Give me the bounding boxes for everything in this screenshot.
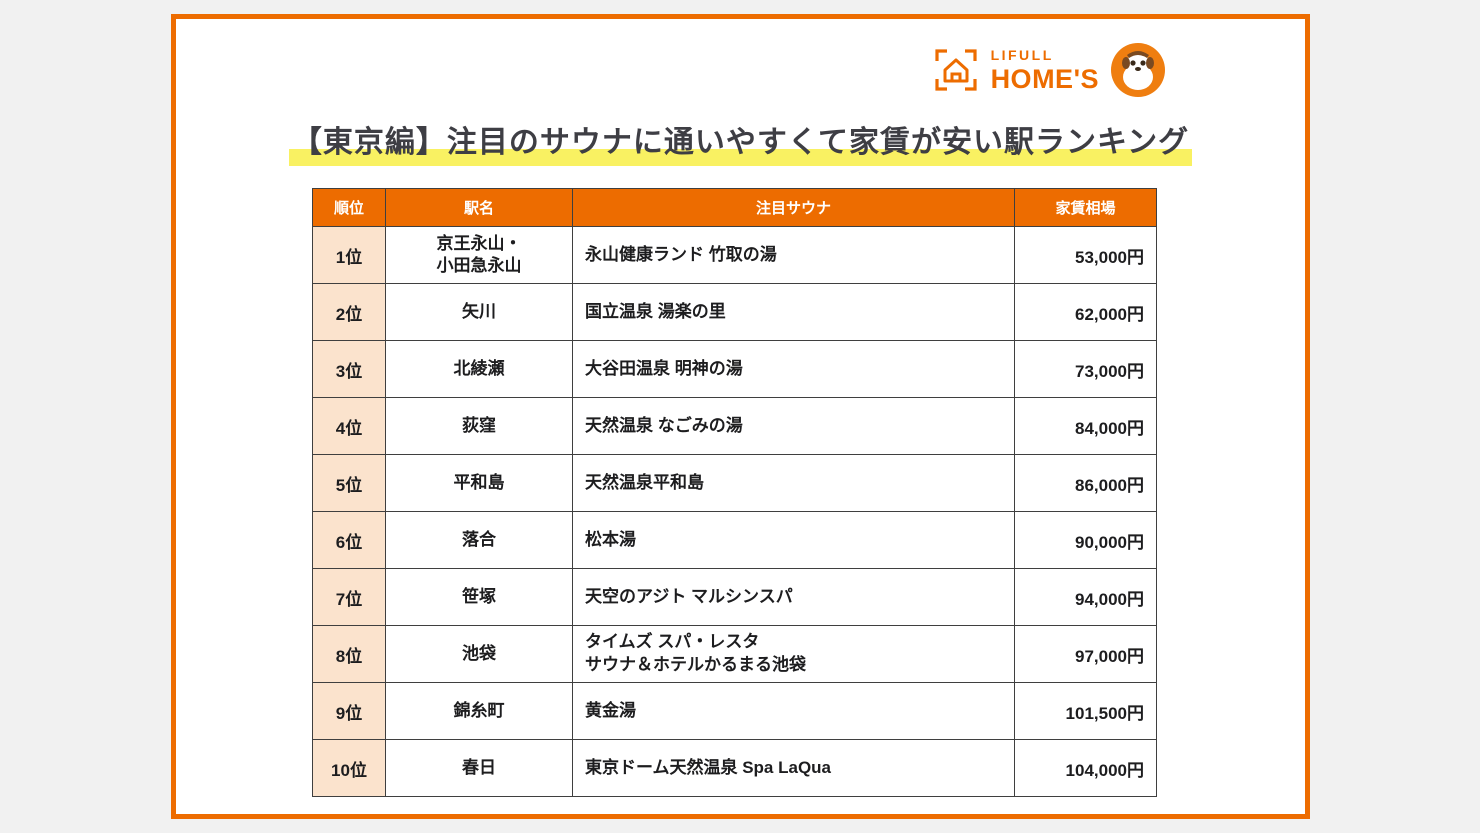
sauna-cell: 国立温泉 湯楽の里: [572, 283, 1015, 341]
rent-cell: 94,000円: [1014, 568, 1157, 626]
rank-cell: 1位: [312, 226, 386, 284]
header-station: 駅名: [385, 188, 573, 227]
infographic-card: LIFULL HOME'S 【東京編】注目のサウナに通いやすくて家賃が安い駅ラン…: [171, 14, 1310, 819]
rank-cell: 7位: [312, 568, 386, 626]
rank-cell: 6位: [312, 511, 386, 569]
rent-cell: 86,000円: [1014, 454, 1157, 512]
lifull-homes-logo: LIFULL HOME'S: [933, 43, 1165, 97]
table-row: 1位 京王永山・ 小田急永山 永山健康ランド 竹取の湯 53,000円: [312, 226, 1157, 284]
table-row: 4位 荻窪 天然温泉 なごみの湯 84,000円: [312, 397, 1157, 455]
rank-cell: 10位: [312, 739, 386, 797]
table-header-row: 順位 駅名 注目サウナ 家賃相場: [312, 188, 1157, 227]
rank-cell: 5位: [312, 454, 386, 512]
station-cell: 落合: [385, 511, 573, 569]
brand-text: LIFULL HOME'S: [991, 48, 1099, 93]
table-row: 2位 矢川 国立温泉 湯楽の里 62,000円: [312, 283, 1157, 341]
sauna-cell: 黄金湯: [572, 682, 1015, 740]
rank-cell: 3位: [312, 340, 386, 398]
rank-cell: 4位: [312, 397, 386, 455]
rank-cell: 8位: [312, 625, 386, 683]
rent-cell: 104,000円: [1014, 739, 1157, 797]
sauna-cell: 天然温泉平和島: [572, 454, 1015, 512]
station-cell: 矢川: [385, 283, 573, 341]
home-icon: [933, 47, 979, 93]
sauna-cell: 天空のアジト マルシンスパ: [572, 568, 1015, 626]
rent-cell: 73,000円: [1014, 340, 1157, 398]
header-rent: 家賃相場: [1014, 188, 1157, 227]
station-cell: 池袋: [385, 625, 573, 683]
sauna-cell: 天然温泉 なごみの湯: [572, 397, 1015, 455]
brand-lifull-label: LIFULL: [990, 46, 1054, 63]
ranking-table-wrap: 順位 駅名 注目サウナ 家賃相場 1位 京王永山・ 小田急永山 永山健康ランド …: [312, 188, 1157, 797]
table-row: 7位 笹塚 天空のアジト マルシンスパ 94,000円: [312, 568, 1157, 626]
rent-cell: 62,000円: [1014, 283, 1157, 341]
station-cell: 平和島: [385, 454, 573, 512]
table-row: 6位 落合 松本湯 90,000円: [312, 511, 1157, 569]
mascot-icon: [1111, 43, 1165, 97]
sauna-cell: タイムズ スパ・レスタ サウナ＆ホテルかるまる池袋: [572, 625, 1015, 683]
header-sauna: 注目サウナ: [572, 188, 1015, 227]
table-row: 9位 錦糸町 黄金湯 101,500円: [312, 682, 1157, 740]
rank-cell: 9位: [312, 682, 386, 740]
rank-cell: 2位: [312, 283, 386, 341]
station-cell: 笹塚: [385, 568, 573, 626]
rent-cell: 90,000円: [1014, 511, 1157, 569]
sauna-cell: 東京ドーム天然温泉 Spa LaQua: [572, 739, 1015, 797]
sauna-cell: 永山健康ランド 竹取の湯: [572, 226, 1015, 284]
rent-cell: 84,000円: [1014, 397, 1157, 455]
page-title: 【東京編】注目のサウナに通いやすくて家賃が安い駅ランキング: [288, 126, 1193, 166]
station-cell: 京王永山・ 小田急永山: [385, 226, 573, 284]
table-row: 8位 池袋 タイムズ スパ・レスタ サウナ＆ホテルかるまる池袋 97,000円: [312, 625, 1157, 683]
station-cell: 錦糸町: [385, 682, 573, 740]
station-cell: 北綾瀬: [385, 340, 573, 398]
station-cell: 春日: [385, 739, 573, 797]
brand-homes-label: HOME'S: [990, 63, 1099, 94]
header-rank: 順位: [312, 188, 386, 227]
sauna-cell: 大谷田温泉 明神の湯: [572, 340, 1015, 398]
ranking-table: 順位 駅名 注目サウナ 家賃相場 1位 京王永山・ 小田急永山 永山健康ランド …: [312, 188, 1157, 797]
table-row: 5位 平和島 天然温泉平和島 86,000円: [312, 454, 1157, 512]
rent-cell: 97,000円: [1014, 625, 1157, 683]
rent-cell: 101,500円: [1014, 682, 1157, 740]
title-row: 【東京編】注目のサウナに通いやすくて家賃が安い駅ランキング: [176, 117, 1305, 166]
table-row: 3位 北綾瀬 大谷田温泉 明神の湯 73,000円: [312, 340, 1157, 398]
station-cell: 荻窪: [385, 397, 573, 455]
rent-cell: 53,000円: [1014, 226, 1157, 284]
table-row: 10位 春日 東京ドーム天然温泉 Spa LaQua 104,000円: [312, 739, 1157, 797]
sauna-cell: 松本湯: [572, 511, 1015, 569]
